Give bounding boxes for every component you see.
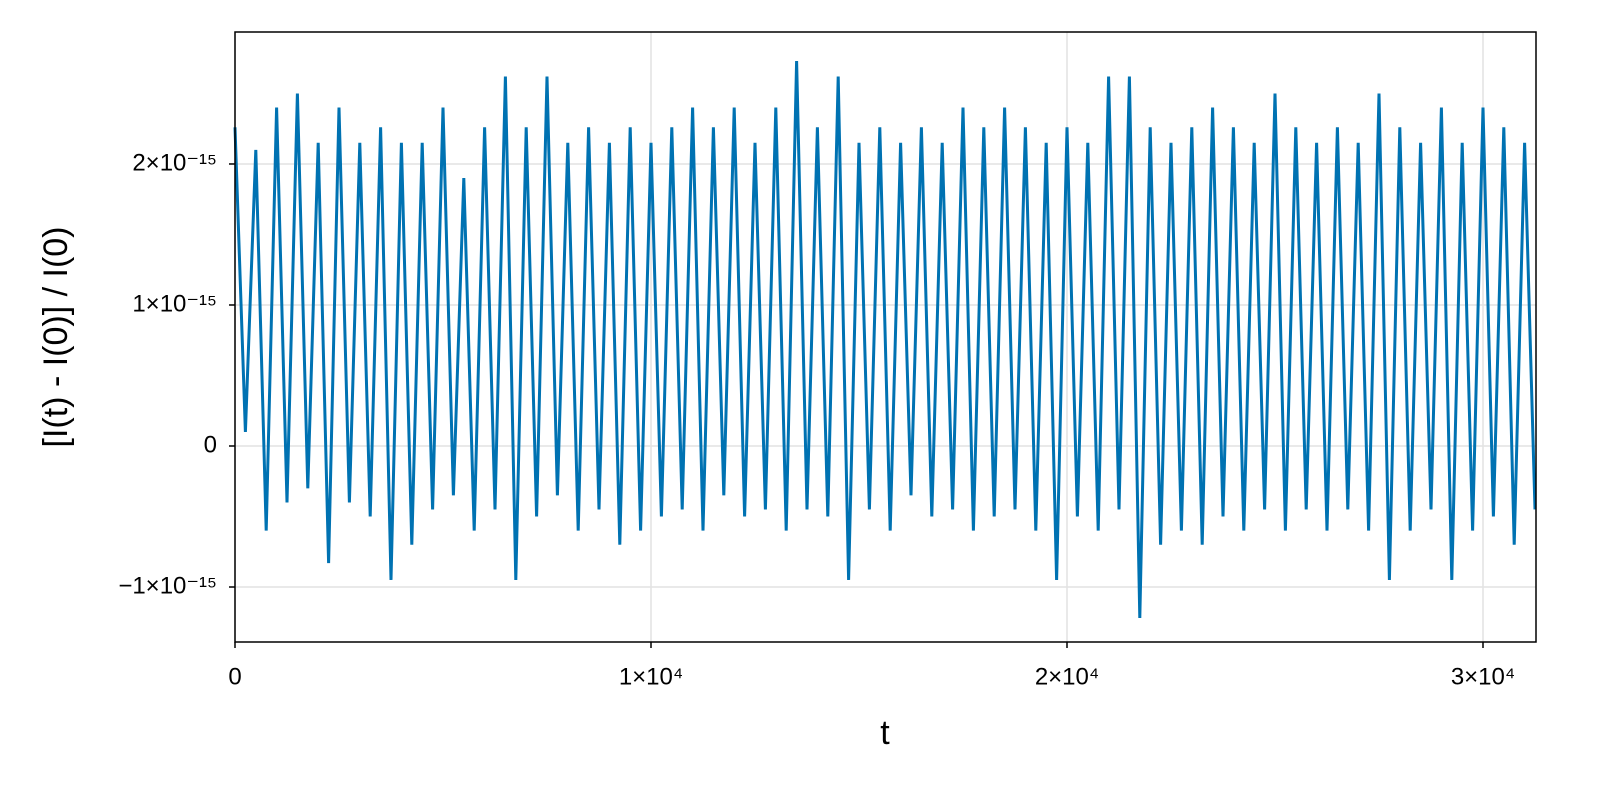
y-tick-label: 0	[204, 431, 217, 458]
x-axis-label: t	[880, 714, 890, 752]
y-axis-label: [I(t) - I(0)] / I(0)	[37, 227, 75, 448]
y-tick-label: 2×10⁻¹⁵	[132, 149, 217, 176]
plot-frame	[234, 31, 1537, 643]
y-tick-label: 1×10⁻¹⁵	[132, 290, 217, 317]
x-tick-label: 3×10⁴	[1451, 663, 1515, 690]
x-tick-label: 1×10⁴	[619, 663, 683, 690]
y-tick-label: −1×10⁻¹⁵	[118, 572, 217, 599]
x-tick-label: 2×10⁴	[1035, 663, 1099, 690]
data-line	[233, 61, 1537, 619]
x-tick-label: 0	[228, 663, 241, 690]
